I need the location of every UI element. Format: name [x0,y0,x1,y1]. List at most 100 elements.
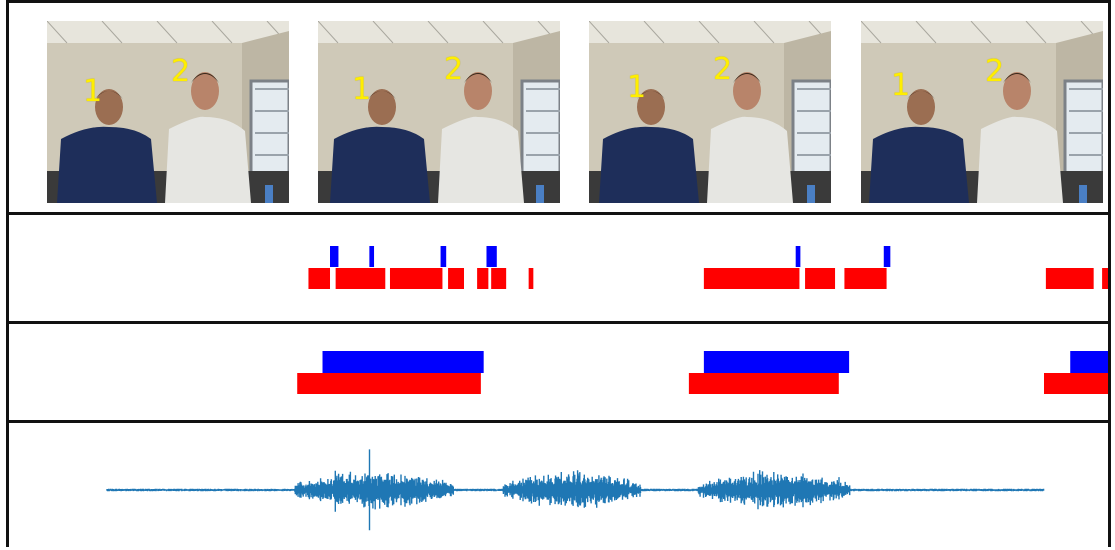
person-2-head [733,72,761,110]
person-1-shirt [869,126,969,203]
speaker-1-detection [330,246,339,267]
person-2-head [464,72,492,110]
audio-waveform [106,449,1045,531]
speaker-2-detection [448,268,464,289]
speaker-1-detection [369,246,375,267]
speaker-2-detection [528,268,534,289]
person-1-hair [907,91,935,99]
bottle [536,185,544,203]
ceiling-grid [589,21,610,44]
frame-detections-panel [6,212,1111,324]
person-2-hair [733,73,761,83]
bottle [1079,185,1087,203]
speaker-1-label: 1 [891,68,911,103]
person-2-shirt [977,116,1063,203]
ceiling-grid [970,21,992,44]
detection-track [308,246,1108,289]
frame-scene [589,21,831,203]
window [791,79,831,178]
ceiling-grid [47,21,68,44]
audio-waveform-panel [6,420,1111,547]
person-2-hair [1003,73,1031,83]
ceiling-grid [318,21,339,44]
speaker-1-label: 1 [83,74,103,109]
speaker-1-segment [1070,351,1108,373]
person-2-head [191,72,219,110]
speaker-2-detection [335,268,386,289]
person-1-shirt [599,126,699,203]
speaker-2-detection [703,268,800,289]
waveform-trace [106,449,1045,531]
frame-scene [861,21,1103,203]
ceiling-grid [427,21,449,44]
window [520,79,560,178]
speaker-1-label: 1 [352,72,372,107]
speaker-segments-panel [6,321,1111,423]
window [1063,79,1103,178]
frame-scene [318,21,560,203]
person-1-hair [95,91,123,99]
person-1-head [907,89,935,125]
ceiling [318,21,560,43]
speaker-2-detection [491,268,507,289]
speaker-2-detection [477,268,489,289]
speaker-1-label: 1 [627,70,647,105]
speaker-1-detection [795,246,801,267]
bottle [265,185,273,203]
speaker-1-detection [486,246,497,267]
speaker-2-label: 2 [171,54,191,89]
speaker-1-detection [883,246,891,267]
speaker-2-detection [844,268,887,289]
segment-track [297,351,1108,394]
speaker-2-segment [1044,373,1108,394]
video-frame-1: 1 2 [47,21,289,203]
speaker-2-detection [1045,268,1094,289]
speaker-2-label: 2 [985,54,1005,89]
ceiling-grid [861,21,882,44]
ceiling-grid [101,21,123,44]
speaker-2-detection [1102,268,1108,289]
person-1-head [637,89,665,125]
ceiling-grid [1025,21,1047,44]
ceiling-grid [915,21,937,44]
speaker-2-detection [389,268,443,289]
speaker-2-label: 2 [713,52,733,87]
person-2-shirt [438,116,524,203]
ceiling-grid [156,21,178,44]
video-frame-4: 1 2 [861,21,1103,203]
ceiling [861,21,1103,43]
bottle [807,185,815,203]
ceiling-grid [482,21,504,44]
speaker-1-segment [322,351,484,373]
speaker-2-segment [297,373,481,394]
speaker-1-segment [703,351,850,373]
frame-scene [47,21,289,203]
person-2-hair [191,73,219,83]
video-frames-panel: 1 2 1 2 1 2 1 2 [6,0,1111,215]
speaker-2-detection [805,268,836,289]
person-1-hair [368,91,396,99]
speaker-2-label: 2 [444,52,464,87]
person-1-shirt [330,126,430,203]
video-frame-3: 1 2 [589,21,831,203]
ceiling-grid [211,21,233,44]
ceiling-grid [372,21,394,44]
person-2-shirt [707,116,793,203]
speaker-2-detection [308,268,331,289]
video-frame-2: 1 2 [318,21,560,203]
person-2-hair [464,73,492,83]
speaker-2-segment [688,373,839,394]
speaker-1-detection [440,246,447,267]
person-2-shirt [165,116,251,203]
person-1-head [368,89,396,125]
ceiling [47,21,289,43]
ceiling-grid [698,21,720,44]
ceiling-grid [643,21,665,44]
ceiling [589,21,831,43]
person-1-shirt [57,126,157,203]
person-2-head [1003,72,1031,110]
ceiling-grid [753,21,775,44]
person-1-hair [637,91,665,99]
window [249,79,289,178]
